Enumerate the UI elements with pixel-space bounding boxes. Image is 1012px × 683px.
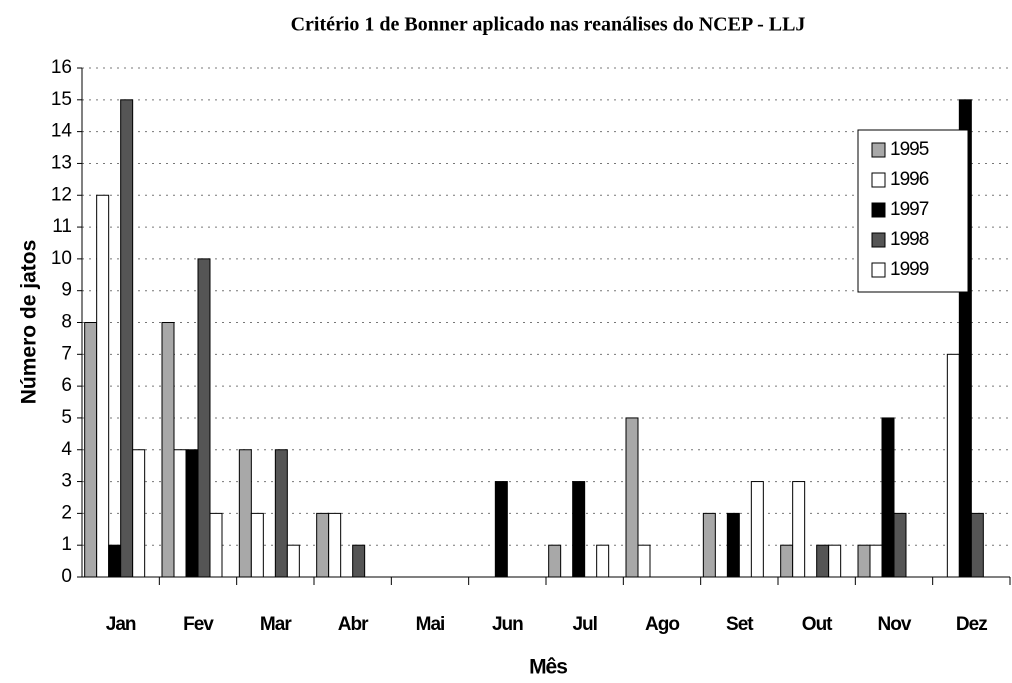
bar: [828, 544, 842, 578]
bar: [750, 481, 764, 578]
bar: [780, 544, 794, 578]
legend-swatch: [871, 142, 886, 158]
bar: [625, 417, 639, 578]
x-tick-label: Jun: [492, 614, 523, 635]
bar: [96, 194, 110, 578]
bar: [572, 481, 586, 578]
bar: [108, 544, 122, 578]
x-axis-label: Mês: [529, 656, 567, 679]
legend-swatch: [871, 262, 886, 278]
bar: [286, 544, 300, 578]
bar: [250, 512, 264, 578]
y-tick-label: 13: [51, 152, 72, 173]
bar: [946, 353, 960, 578]
x-tick-label: Set: [726, 614, 754, 635]
bar: [869, 544, 883, 578]
y-tick-label: 4: [61, 439, 72, 460]
bar: [274, 449, 288, 578]
bar: [209, 512, 223, 578]
y-axis-label: Número de jatos: [18, 240, 41, 405]
bar: [84, 322, 98, 578]
bar: [132, 449, 146, 578]
legend-label: 1995: [890, 139, 929, 160]
bar: [816, 544, 830, 578]
y-tick-label: 6: [61, 375, 72, 396]
y-tick-label: 8: [61, 312, 72, 333]
bar: [161, 322, 175, 578]
x-tick-label: Dez: [956, 614, 987, 635]
bar: [185, 449, 199, 578]
bar: [726, 512, 740, 578]
x-tick-label: Out: [802, 614, 833, 635]
legend-swatch: [871, 202, 886, 218]
bar: [857, 544, 871, 578]
y-tick-label: 1: [61, 534, 72, 555]
y-tick-label: 12: [51, 184, 72, 205]
bar: [792, 481, 806, 578]
y-tick-label: 5: [61, 407, 72, 428]
bar: [702, 512, 716, 578]
x-tick-label: Nov: [878, 614, 912, 635]
y-tick-label: 16: [51, 57, 72, 78]
legend-label: 1999: [890, 259, 929, 280]
x-tick-label: Abr: [338, 614, 369, 635]
bar: [970, 512, 984, 578]
chart-title: Critério 1 de Bonner aplicado nas reanál…: [291, 14, 806, 36]
bar: [637, 544, 651, 578]
bar: [173, 449, 187, 578]
bar: [881, 417, 895, 578]
legend-label: 1997: [890, 199, 929, 220]
bar: [352, 544, 366, 578]
legend-swatch: [871, 232, 886, 248]
bar: [238, 449, 252, 578]
bar: [596, 544, 610, 578]
y-tick-label: 0: [61, 566, 72, 587]
bar: [548, 544, 562, 578]
x-tick-label: Jul: [572, 614, 596, 635]
y-tick-label: 7: [61, 343, 72, 364]
y-tick-label: 2: [61, 502, 72, 523]
y-tick-label: 10: [51, 248, 72, 269]
y-tick-label: 9: [61, 280, 72, 301]
x-tick-label: Ago: [645, 614, 679, 635]
y-tick-label: 11: [52, 216, 72, 237]
bar: [893, 512, 907, 578]
y-tick-label: 15: [51, 89, 72, 110]
y-tick-label: 14: [51, 121, 73, 142]
legend-label: 1996: [890, 169, 929, 190]
x-tick-label: Jan: [106, 614, 136, 635]
bar: [316, 512, 330, 578]
bar: [328, 512, 342, 578]
y-tick-label: 3: [61, 471, 72, 492]
bar: [120, 99, 134, 578]
bar: [197, 258, 211, 578]
x-tick-label: Mar: [260, 614, 292, 635]
legend-label: 1998: [890, 229, 929, 250]
x-tick-label: Fev: [183, 614, 214, 635]
legend-swatch: [871, 172, 886, 188]
x-tick-label: Mai: [416, 614, 445, 635]
bar: [494, 481, 508, 578]
